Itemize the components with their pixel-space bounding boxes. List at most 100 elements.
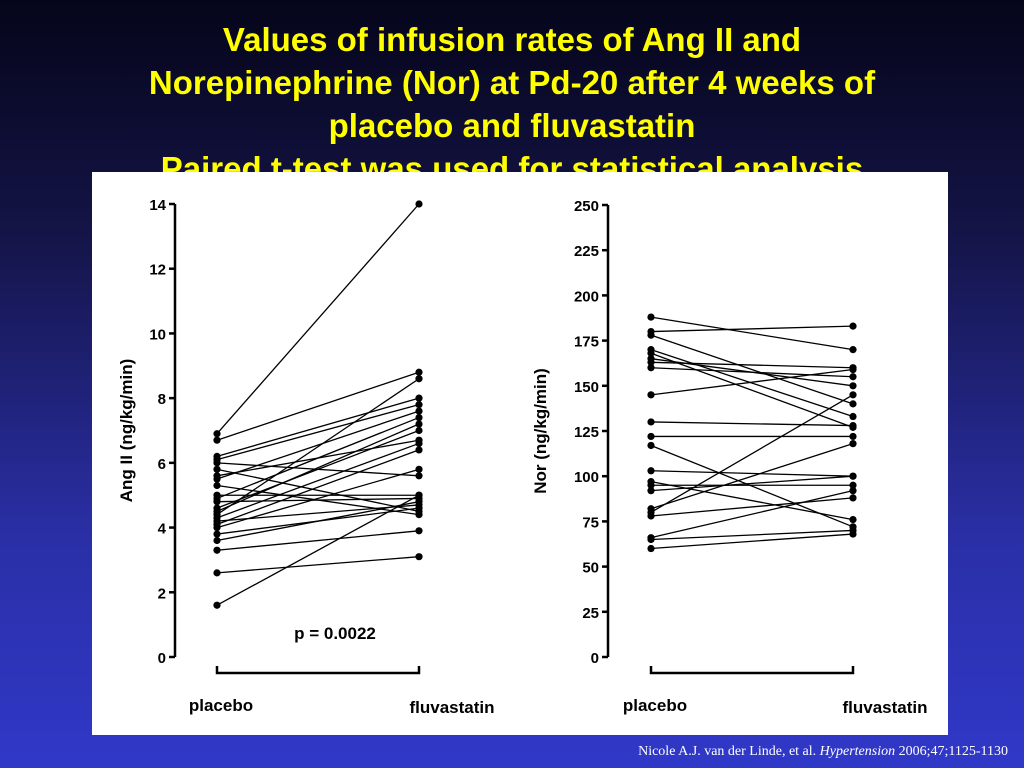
fluvastatin-point [849, 373, 857, 381]
y-tick-label: 75 [582, 514, 599, 531]
paired-line [650, 316, 854, 351]
paired-line [650, 334, 854, 405]
placebo-point [647, 512, 655, 520]
y-tick-label: 0 [591, 650, 599, 667]
x-category-label: placebo [189, 696, 253, 715]
paired-line [216, 494, 420, 606]
paired-line [650, 368, 854, 396]
y-tick-label: 12 [149, 262, 166, 279]
title-line-2: Norepinephrine (Nor) at Pd-20 after 4 we… [148, 64, 876, 101]
placebo-point [647, 487, 655, 495]
paired-line [650, 470, 854, 477]
y-tick-label: 14 [149, 197, 166, 214]
placebo-point [213, 569, 221, 577]
paired-line [650, 352, 854, 428]
placebo-point [213, 601, 221, 609]
citation-ref: 2006;47;1125-1130 [898, 744, 1008, 759]
fluvastatin-point [849, 400, 857, 408]
title-line-3: placebo and fluvastatin [328, 107, 696, 144]
placebo-point [213, 472, 221, 480]
placebo-point [647, 418, 655, 426]
paired-line [216, 468, 420, 529]
y-tick-label: 50 [582, 560, 599, 577]
fluvastatin-point [849, 440, 857, 448]
placebo-point [647, 467, 655, 475]
placebo-point [647, 313, 655, 321]
placebo-point [213, 465, 221, 473]
paired-line [650, 497, 854, 517]
y-axis-label: Ang II (ng/kg/min) [117, 359, 136, 503]
paired-line [216, 416, 420, 500]
paired-line [216, 556, 420, 574]
fluvastatin-point [415, 407, 423, 415]
citation: Nicole A.J. van der Linde, et al. Hypert… [638, 744, 1008, 760]
placebo-point [213, 481, 221, 490]
fluvastatin-point [849, 412, 857, 421]
fluvastatin-point [415, 504, 423, 512]
fluvastatin-point [415, 527, 423, 535]
paired-line [650, 533, 854, 550]
fluvastatin-point [415, 446, 423, 454]
y-axis-label: Nor (ng/kg/min) [531, 368, 550, 494]
fluvastatin-point [415, 498, 423, 506]
placebo-point [213, 504, 221, 512]
fluvastatin-point [849, 487, 857, 495]
placebo-point [213, 494, 221, 503]
x-category-label: fluvastatin [842, 698, 927, 717]
slide-title: Values of infusion rates of Ang II and N… [20, 18, 1004, 190]
paired-line [650, 443, 854, 510]
paired-line [216, 501, 420, 542]
y-tick-label: 100 [574, 469, 599, 486]
paired-line [216, 410, 420, 480]
placebo-point [213, 430, 221, 438]
paired-line [650, 421, 854, 427]
fluvastatin-point [849, 423, 857, 431]
fluvastatin-point [415, 472, 423, 480]
fluvastatin-point [849, 322, 857, 330]
fluvastatin-point [849, 481, 857, 489]
placebo-point [213, 530, 221, 538]
x-axis-line [649, 666, 855, 675]
paired-line [216, 449, 420, 525]
x-axis-line [215, 666, 421, 675]
y-tick-label: 8 [158, 391, 166, 408]
y-tick-label: 2 [158, 585, 166, 602]
paired-line [650, 349, 854, 418]
placebo-point [647, 441, 655, 450]
x-category-label: placebo [623, 696, 687, 715]
placebo-point [647, 535, 655, 544]
fluvastatin-point [849, 365, 857, 374]
placebo-point [647, 331, 655, 339]
placebo-point [647, 544, 655, 553]
placebo-point [647, 358, 655, 366]
y-tick-label: 25 [582, 605, 599, 622]
y-tick-label: 250 [574, 198, 599, 215]
paired-line [216, 378, 420, 516]
ang-ii-chart: 0 2 4 6 8 10 12 14 Ang II (ng/kg/min) placebo fluv… [117, 197, 495, 717]
fluvastatin-point [415, 375, 423, 383]
y-tick-label: 150 [574, 379, 599, 396]
placebo-point [647, 481, 655, 489]
fluvastatin-point [415, 368, 423, 376]
fluvastatin-point [849, 382, 857, 390]
fluvastatin-point [415, 436, 423, 444]
fluvastatin-point [415, 511, 423, 519]
y-tick-label: 200 [574, 288, 599, 305]
citation-authors: Nicole A.J. van der Linde, et al. [638, 744, 817, 759]
fluvastatin-point [849, 494, 857, 502]
fluvastatin-point [849, 530, 857, 538]
placebo-point [213, 436, 221, 444]
y-tick-label: 175 [574, 334, 599, 351]
paired-line [216, 397, 420, 458]
y-tick-label: 6 [158, 456, 166, 473]
placebo-point [213, 517, 221, 525]
fluvastatin-point [415, 200, 423, 208]
placebo-point [647, 391, 655, 399]
citation-journal: Hypertension [819, 744, 896, 759]
paired-line [216, 468, 420, 513]
fluvastatin-point [415, 465, 423, 473]
placebo-point [213, 523, 221, 532]
y-tick-label: 0 [158, 650, 166, 667]
fluvastatin-point [415, 420, 423, 428]
title-line-1: Values of infusion rates of Ang II and [222, 21, 802, 58]
